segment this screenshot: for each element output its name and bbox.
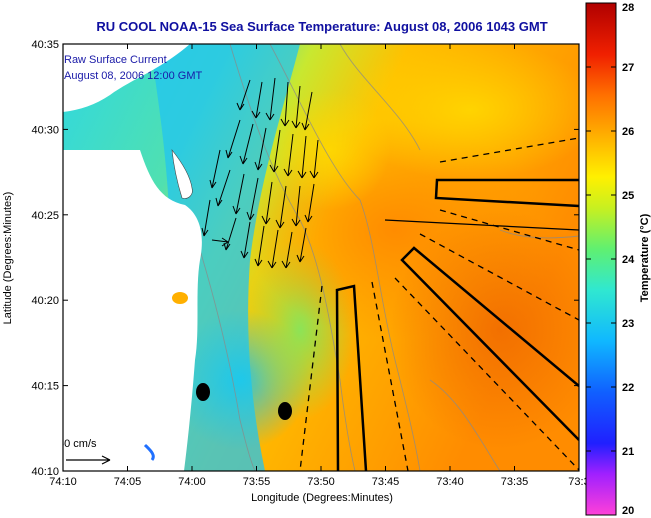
- land-new-jersey: [63, 150, 202, 471]
- x-tick-label: 73:3: [568, 476, 589, 488]
- colorbar-ticks: 28 27 26 25 24 23 22 21 20: [586, 2, 635, 517]
- colorbar-tick-label: 27: [622, 62, 634, 74]
- warm-bay-patch: [172, 292, 188, 304]
- colorbar-tick-label: 26: [622, 126, 634, 138]
- x-tick-label: 73:45: [372, 476, 400, 488]
- x-axis-ticks: 74:10 74:05 74:00 73:55 73:50 73:45 73:40 73:35…: [49, 44, 590, 488]
- colorbar-label: Temperature (°C): [639, 213, 651, 302]
- y-tick-label: 40:25: [31, 210, 59, 222]
- colorbar-tick-label: 24: [622, 254, 635, 266]
- warm-patch-southeast: [390, 210, 579, 450]
- y-tick-label: 40:30: [31, 124, 59, 136]
- transect-south-box: [335, 284, 368, 471]
- y-axis-label: Latitude (Degrees:Minutes): [2, 192, 14, 325]
- current-annotation-line2: August 08, 2006 12:00 GMT: [64, 70, 202, 82]
- y-tick-label: 40:10: [31, 466, 59, 478]
- bathymetry-contours: [199, 44, 579, 471]
- transect-east-box: [434, 178, 579, 208]
- survey-transects: [335, 178, 579, 471]
- colorbar-tick-label: 25: [622, 190, 634, 202]
- survey-dashed-lines: [299, 137, 579, 471]
- y-tick-label: 40:20: [31, 295, 59, 307]
- surface-current-vectors: [201, 77, 319, 269]
- cold-fleck: [143, 443, 155, 461]
- x-tick-label: 73:50: [307, 476, 335, 488]
- x-axis-label: Longitude (Degrees:Minutes): [251, 492, 393, 504]
- x-tick-label: 73:40: [436, 476, 464, 488]
- x-tick-label: 73:35: [501, 476, 529, 488]
- yellow-patch-center: [270, 90, 390, 210]
- x-tick-label: 74:10: [49, 476, 77, 488]
- colorbar-tick-label: 23: [622, 318, 634, 330]
- land-north: [63, 44, 190, 112]
- colorbar-tick-label: 20: [622, 505, 634, 517]
- map-area: Raw Surface Current August 08, 2006 12:0…: [58, 44, 579, 471]
- scale-label: 50 cm/s: [58, 438, 97, 450]
- x-tick-label: 74:05: [114, 476, 142, 488]
- y-axis-ticks: 40:35 40:30 40:25 40:20 40:15 40:10: [31, 39, 579, 478]
- scale-arrow: [66, 455, 111, 465]
- chart-title: RU COOL NOAA-15 Sea Surface Temperature:…: [96, 19, 547, 34]
- x-tick-label: 74:00: [178, 476, 206, 488]
- mooring-marker-west: [196, 383, 210, 401]
- mooring-marker-east: [278, 402, 292, 420]
- current-annotation-line1: Raw Surface Current: [64, 54, 167, 66]
- y-tick-label: 40:15: [31, 381, 59, 393]
- sandy-hook: [171, 149, 193, 199]
- yellow-patch-north: [340, 44, 579, 180]
- colorbar-tick-label: 28: [622, 2, 634, 14]
- transect-southeast-box: [400, 246, 579, 441]
- river-inlet: [63, 239, 166, 269]
- colorbar-tick-label: 21: [622, 446, 634, 458]
- x-tick-label: 73:55: [243, 476, 271, 488]
- y-tick-label: 40:35: [31, 39, 59, 51]
- colorbar-tick-label: 22: [622, 382, 634, 394]
